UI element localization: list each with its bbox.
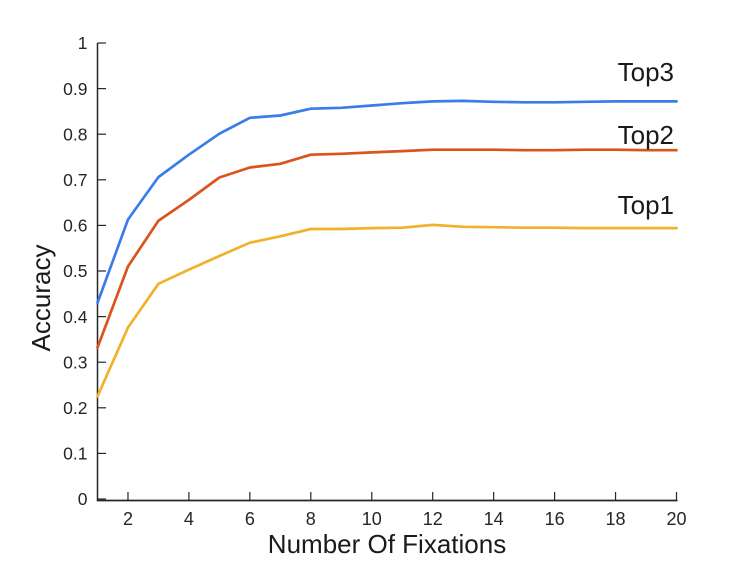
x-tick-label: 10 [362, 509, 382, 529]
x-tick-label: 6 [245, 509, 255, 529]
x-tick-label: 20 [666, 509, 686, 529]
y-tick-label: 0.1 [63, 444, 87, 464]
x-tick-label: 2 [123, 509, 133, 529]
x-tick-label: 12 [423, 509, 443, 529]
series-label-top3: Top3 [617, 57, 674, 88]
series-line-top2 [96, 148, 678, 349]
y-tick-label: 0.7 [63, 170, 87, 190]
y-tick-label: 0 [78, 489, 88, 509]
y-tick-label: 0.5 [63, 261, 87, 281]
x-tick-label: 18 [606, 509, 626, 529]
y-axis-label: Accuracy [26, 244, 56, 352]
series-line-top3 [96, 99, 678, 305]
x-tick-label: 16 [545, 509, 565, 529]
y-tick-label: 0.4 [63, 307, 88, 327]
y-tick-label: 0.6 [63, 216, 87, 236]
x-tick-label: 8 [306, 509, 316, 529]
x-tick-label: 4 [184, 509, 194, 529]
series-label-top2: Top2 [617, 120, 674, 151]
y-tick-label: 0.3 [63, 352, 87, 372]
y-tick-label: 1 [78, 33, 88, 53]
y-tick-label: 0.8 [63, 124, 87, 144]
series-line-top1 [96, 223, 678, 398]
y-tick-label: 0.9 [63, 79, 87, 99]
y-tick-label: 0.2 [63, 398, 87, 418]
x-axis-label: Number Of Fixations [267, 529, 507, 559]
x-tick-label: 14 [484, 509, 504, 529]
series-label-top1: Top1 [617, 190, 674, 221]
